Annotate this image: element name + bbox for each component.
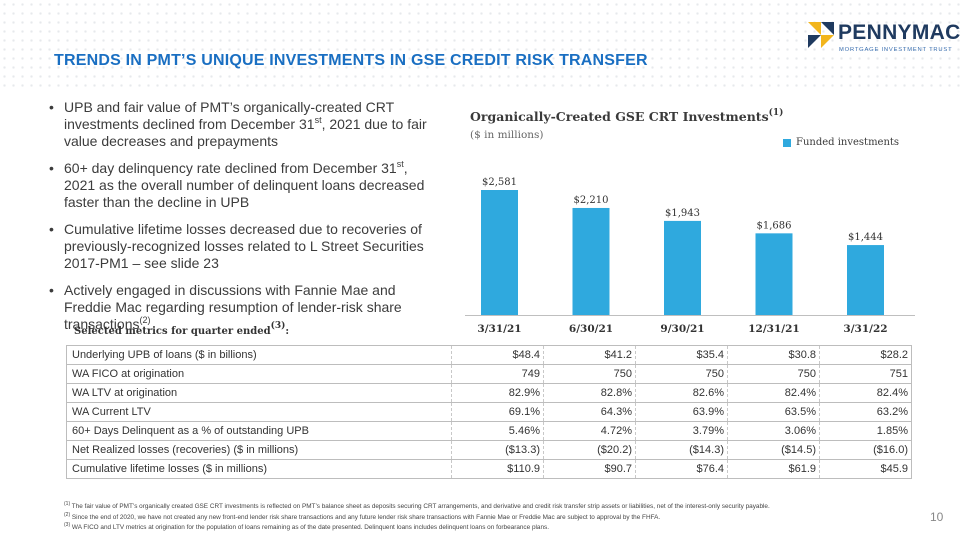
metric-label: WA FICO at origination	[66, 364, 452, 384]
page-number: 10	[930, 510, 944, 524]
metric-label: WA Current LTV	[66, 402, 452, 422]
logo-subtitle: MORTGAGE INVESTMENT TRUST	[839, 47, 953, 53]
metric-value: 82.8%	[543, 383, 636, 403]
chart-subtitle: ($ in millions)	[470, 129, 544, 141]
metric-value: 64.3%	[543, 402, 636, 422]
bar	[847, 245, 884, 315]
metric-value: ($13.3)	[451, 440, 544, 460]
bullet-item: UPB and fair value of PMT’s organically-…	[48, 99, 440, 150]
table-row: WA Current LTV 69.1% 64.3% 63.9% 63.5% 63.2%	[66, 402, 912, 422]
metric-label: Underlying UPB of loans ($ in billions)	[66, 345, 452, 365]
metric-value: 82.6%	[635, 383, 728, 403]
data-label: $1,444	[848, 232, 883, 243]
metric-value: 69.1%	[451, 402, 544, 422]
metric-value: 63.9%	[635, 402, 728, 422]
table-row: 60+ Days Delinquent as a % of outstandin…	[66, 421, 912, 441]
table-row: Underlying UPB of loans ($ in billions) $…	[66, 345, 912, 365]
page-title: TRENDS IN PMT’S UNIQUE INVESTMENTS IN GS…	[54, 52, 648, 69]
metric-value: ($14.5)	[727, 440, 820, 460]
table-row: Net Realized losses (recoveries) ($ in m…	[66, 440, 912, 460]
pennymac-logo: PENNYMAC MORTGAGE INVESTMENT TRUST	[808, 20, 960, 60]
bar	[664, 220, 701, 315]
metric-value: 82.4%	[819, 383, 912, 403]
bar-chart: $2,581 3/31/21 $2,210 6/30/21 $1,943 9/30/21 $…	[465, 177, 915, 335]
data-label: $2,210	[574, 195, 609, 206]
data-label: $1,686	[757, 220, 792, 231]
legend-swatch	[783, 138, 791, 147]
bar	[481, 190, 518, 315]
metric-value: 3.79%	[635, 421, 728, 441]
metrics-label: Selected metrics for quarter ended(3):	[74, 321, 290, 338]
metric-label: Cumulative lifetime losses ($ in million…	[66, 459, 452, 479]
metric-value: 3.06%	[727, 421, 820, 441]
footnote: (2) Since the end of 2020, we have not c…	[64, 511, 661, 521]
metric-value: 751	[819, 364, 912, 384]
metric-value: $45.9	[819, 459, 912, 479]
metric-value: $30.8	[727, 345, 820, 365]
table-row: WA FICO at origination 749 750 750 750 751	[66, 364, 912, 384]
metric-value: ($20.2)	[543, 440, 636, 460]
footnotes: (1) The fair value of PMT’s organically …	[64, 502, 924, 534]
category-label: 12/31/21	[748, 323, 800, 335]
metric-value: 63.2%	[819, 402, 912, 422]
data-label: $1,943	[665, 208, 700, 219]
metric-value: 82.9%	[451, 383, 544, 403]
metric-value: 5.46%	[451, 421, 544, 441]
metric-value: ($16.0)	[819, 440, 912, 460]
metric-value: $41.2	[543, 345, 636, 365]
bullet-item: 60+ day delinquency rate declined from D…	[48, 160, 440, 211]
logo-wordmark: PENNYMAC	[838, 21, 960, 44]
footnote: (3) WA FICO and LTV metrics at originati…	[64, 522, 550, 532]
table-row: Cumulative lifetime losses ($ in million…	[66, 459, 912, 479]
bar	[755, 233, 793, 315]
metric-value: 750	[543, 364, 636, 384]
metric-value: $35.4	[635, 345, 728, 365]
metric-value: $48.4	[451, 345, 544, 365]
metrics-table: Underlying UPB of loans ($ in billions) $…	[66, 345, 912, 479]
metric-value: $28.2	[819, 345, 912, 365]
metric-label: WA LTV at origination	[66, 383, 452, 403]
footnote: (1) The fair value of PMT’s organically …	[64, 501, 770, 511]
pennymac-logo-mark-icon	[808, 22, 834, 48]
bullet-item: Cumulative lifetime losses decreased due…	[48, 221, 440, 272]
data-label: $2,581	[482, 177, 517, 188]
metric-value: 63.5%	[727, 402, 820, 422]
metric-value: $90.7	[543, 459, 636, 479]
bullet-list: UPB and fair value of PMT’s organically-…	[48, 99, 440, 343]
metric-value: $110.9	[451, 459, 544, 479]
dotted-background	[0, 0, 960, 88]
bullet-item: Actively engaged in discussions with Fan…	[48, 282, 440, 333]
category-label: 6/30/21	[569, 323, 613, 335]
table-row: WA LTV at origination 82.9% 82.8% 82.6% 82.4…	[66, 383, 912, 403]
metric-value: $61.9	[727, 459, 820, 479]
metric-label: Net Realized losses (recoveries) ($ in m…	[66, 440, 452, 460]
metric-value: 749	[451, 364, 544, 384]
metric-value: 1.85%	[819, 421, 912, 441]
chart-legend: Funded investments	[783, 137, 899, 148]
metric-value: $76.4	[635, 459, 728, 479]
bar	[572, 207, 610, 315]
metric-value: ($14.3)	[635, 440, 728, 460]
metric-value: 82.4%	[727, 383, 820, 403]
metric-value: 4.72%	[543, 421, 636, 441]
category-label: 9/30/21	[660, 323, 704, 335]
category-label: 3/31/22	[843, 323, 887, 335]
metric-value: 750	[727, 364, 820, 384]
category-label: 3/31/21	[477, 323, 521, 335]
legend-label: Funded investments	[796, 137, 900, 148]
metric-label: 60+ Days Delinquent as a % of outstandin…	[66, 421, 452, 441]
metric-value: 750	[635, 364, 728, 384]
chart-title: Organically-Created GSE CRT Investments(…	[470, 108, 784, 125]
